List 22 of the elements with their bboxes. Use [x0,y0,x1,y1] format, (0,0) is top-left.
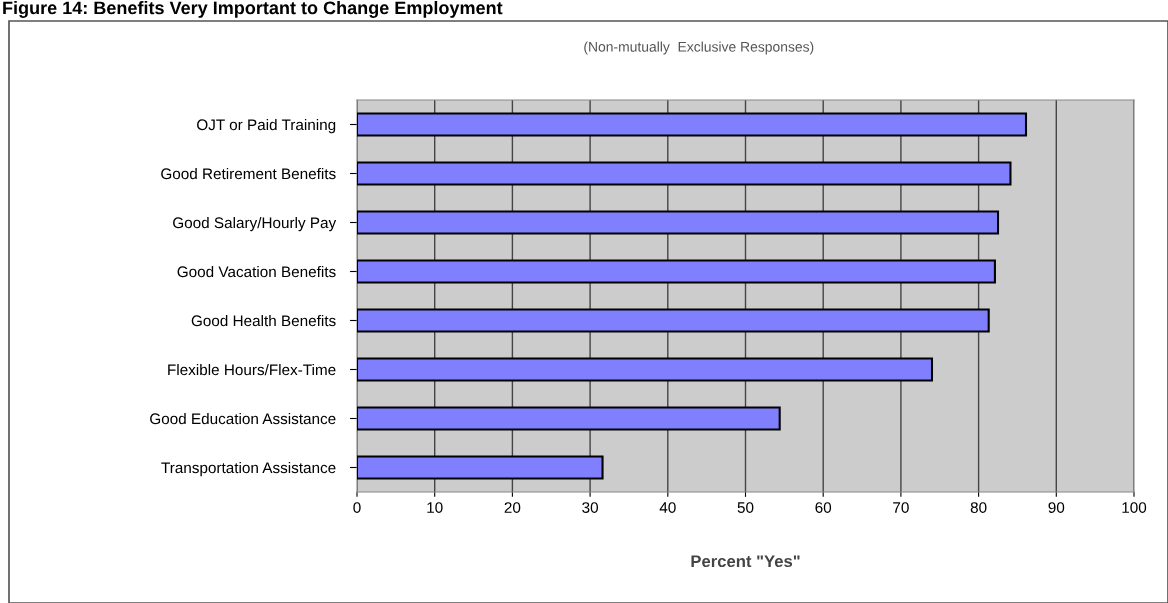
y-tick-label: Good Vacation Benefits [177,265,336,278]
y-tick-label: Good Salary/Hourly Pay [173,216,337,232]
x-tick-label: 60 [815,502,832,513]
x-tick-label: 50 [737,502,754,513]
x-tick-label: 40 [659,502,676,513]
x-tick-label: 80 [970,502,987,513]
y-tick-label: Transportation Assistance [161,461,336,477]
chart-title: Figure 14: Benefits Very Important to Change Employment [3,1,503,18]
y-tick-label: Flexible Hours/Flex-Time [168,363,336,376]
x-tick-label: 90 [1048,502,1065,513]
y-tick-label: Good Retirement Benefits [161,167,336,180]
x-tick-label: 70 [893,502,909,513]
x-tick-label: 10 [427,502,443,513]
y-tick-label: OJT or Paid Training [197,118,336,134]
y-tick-label: Good Education Assistance [150,412,336,425]
x-axis-title: Percent "Yes" [691,555,800,568]
chart-subtitle: (Non-mutually Exclusive Responses) [584,41,814,55]
x-tick-label: 30 [582,502,598,513]
x-tick-label: 0 [353,502,361,513]
x-tick-label: 20 [504,502,521,513]
x-tick-label: 100 [1122,502,1147,513]
y-tick-label: Good Health Benefits [191,314,336,327]
